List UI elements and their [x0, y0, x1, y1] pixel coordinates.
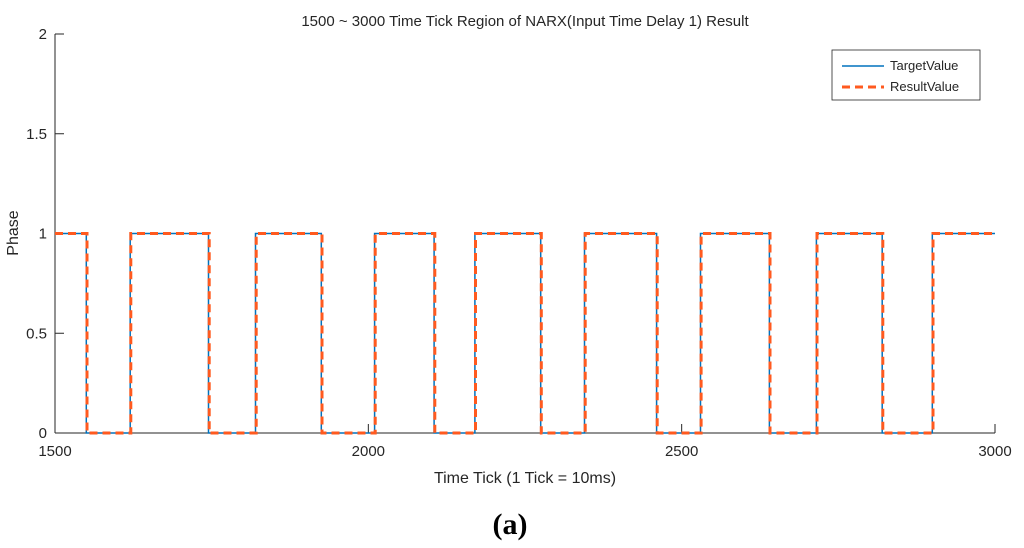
legend-label-result: ResultValue: [890, 79, 959, 94]
legend-box: [831, 49, 981, 101]
series-group: [55, 232, 995, 435]
panel-label-close: ): [518, 508, 528, 541]
x-tick-label: 1500: [38, 443, 71, 460]
panel-label: (a): [493, 508, 528, 541]
x-tick-label: 2500: [665, 443, 698, 460]
y-tick-label: 1: [39, 226, 47, 243]
x-tick-label: 2000: [352, 443, 385, 460]
panel-label-open: (: [493, 508, 503, 541]
legend-label-target: TargetValue: [890, 58, 958, 73]
x-tick-group: 1500 2000 2500 3000: [38, 424, 1012, 460]
x-axis-label: Time Tick (1 Tick = 10ms): [434, 470, 616, 487]
y-tick-label: 2: [39, 26, 47, 43]
x-tick-label: 3000: [978, 443, 1011, 460]
y-tick-group: 0 0.5 1 1.5 2: [26, 26, 64, 442]
series-line-target: [55, 232, 995, 434]
panel-label-letter: a: [503, 508, 518, 541]
chart-title: 1500 ~ 3000 Time Tick Region of NARX(Inp…: [301, 13, 749, 30]
y-tick-label: 0: [39, 425, 47, 442]
y-axis-label: Phase: [5, 210, 22, 255]
legend: TargetValue ResultValue: [831, 49, 981, 101]
y-tick-label: 1.5: [26, 126, 47, 143]
series-line-result: [55, 232, 995, 435]
y-tick-label: 0.5: [26, 325, 47, 342]
